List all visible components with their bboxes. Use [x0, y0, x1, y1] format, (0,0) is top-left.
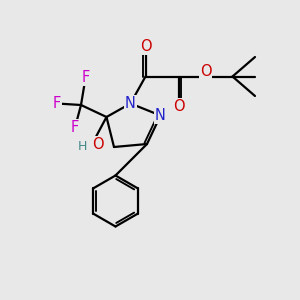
Text: O: O [173, 99, 184, 114]
Text: N: N [155, 108, 166, 123]
Text: N: N [125, 96, 136, 111]
Text: F: F [53, 96, 61, 111]
Text: O: O [140, 39, 151, 54]
Text: H: H [78, 140, 87, 154]
Text: O: O [200, 64, 211, 79]
Text: F: F [71, 120, 79, 135]
Text: O: O [92, 136, 103, 152]
Text: F: F [81, 70, 90, 86]
